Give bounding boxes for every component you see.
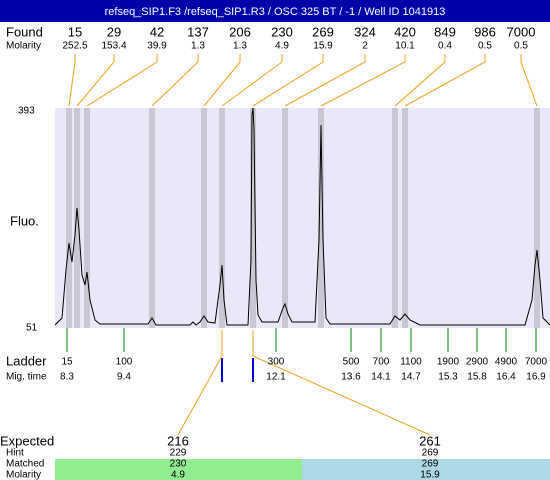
peak-size: 849 (434, 24, 456, 39)
ladder-time: 12.1 (266, 372, 286, 383)
expected-link (252, 330, 431, 436)
ladder-time: 16.9 (526, 372, 546, 383)
molarity-label: Molarity (6, 41, 41, 52)
ladder-label: Ladder (6, 353, 47, 368)
expected-row-label: Molarity (6, 470, 41, 480)
ladder-time: 16.4 (496, 372, 516, 383)
ladder-time: 9.4 (117, 372, 131, 383)
peak-link (76, 54, 115, 107)
peak-molarity: 39.9 (147, 41, 167, 52)
ladder-time: 13.6 (341, 372, 361, 383)
peak-molarity: 1.3 (191, 41, 205, 52)
peak-band (318, 108, 324, 328)
ladder-size: 300 (268, 357, 285, 368)
peak-molarity: 0.5 (478, 41, 492, 52)
found-label: Found (6, 24, 43, 39)
expected-row-label: Expected (0, 433, 54, 448)
expected-expected: 216 (167, 433, 189, 448)
peak-link (203, 54, 241, 107)
expected-expected: 261 (419, 433, 441, 448)
peak-link (394, 54, 446, 107)
ladder-size: 1100 (400, 357, 422, 368)
ladder-size: 1900 (437, 357, 460, 368)
peak-size: 269 (312, 24, 334, 39)
peak-size: 42 (150, 24, 164, 39)
expected-row-label: Hint (6, 448, 24, 459)
peak-link (151, 54, 199, 107)
peak-size: 15 (68, 24, 82, 39)
peak-band (392, 108, 398, 328)
peak-link (520, 54, 538, 107)
trace (54, 107, 550, 326)
peak-molarity: 4.9 (275, 41, 289, 52)
y-min: 51 (26, 323, 38, 334)
peak-size: 986 (474, 24, 496, 39)
peak-size: 230 (271, 24, 293, 39)
ladder-time: 15.8 (467, 372, 487, 383)
peak-size: 7000 (507, 24, 536, 39)
title-bar (0, 0, 550, 22)
title: refseq_SIP1.F3 /refseq_SIP1.R3 / OSC 325… (105, 6, 446, 18)
peak-molarity: 252.5 (62, 41, 87, 52)
peak-size: 420 (394, 24, 416, 39)
expected-molarity: 15.9 (420, 470, 440, 480)
matched-band (55, 459, 302, 480)
expected-matched: 269 (422, 459, 439, 470)
expected-molarity: 4.9 (171, 470, 185, 480)
ladder-size: 2900 (466, 357, 489, 368)
ladder-size: 4900 (495, 357, 518, 368)
peak-link (320, 54, 406, 107)
peak-band (402, 108, 408, 328)
ladder-time: 14.1 (371, 372, 391, 383)
expected-row-label: Matched (6, 459, 44, 470)
peak-band (534, 108, 540, 328)
peak-molarity: 0.4 (438, 41, 452, 52)
expected-matched: 230 (170, 459, 187, 470)
peak-molarity: 0.5 (514, 41, 528, 52)
peak-band (219, 108, 225, 328)
peak-band (250, 108, 256, 328)
y-label: Fluo. (10, 213, 39, 228)
expected-link (177, 330, 223, 436)
expected-hint: 229 (170, 448, 187, 459)
peak-size: 137 (187, 24, 209, 39)
expected-hint: 269 (422, 448, 439, 459)
peak-link (221, 54, 283, 107)
ladder-size: 7000 (525, 357, 548, 368)
ladder-size: 500 (343, 357, 360, 368)
peak-band (149, 108, 155, 328)
peak-size: 324 (354, 24, 376, 39)
peak-molarity: 2 (362, 41, 368, 52)
peak-band (282, 108, 288, 328)
ladder-time: 15.3 (438, 372, 458, 383)
peak-molarity: 15.9 (313, 41, 333, 52)
peak-link (68, 54, 76, 107)
peak-link (86, 54, 158, 107)
peak-molarity: 153.4 (101, 41, 126, 52)
peak-band (74, 108, 80, 328)
ladder-size: 15 (61, 357, 73, 368)
matched-band (302, 459, 550, 480)
peak-band (84, 108, 90, 328)
ladder-time: 14.7 (401, 372, 421, 383)
peak-link (252, 54, 324, 107)
ladder-time: 8.3 (60, 372, 74, 383)
y-max: 393 (18, 106, 35, 117)
plot-area (55, 108, 550, 328)
peak-size: 29 (107, 24, 121, 39)
peak-molarity: 10.1 (395, 41, 415, 52)
peak-link (284, 54, 366, 107)
peak-band (201, 108, 207, 328)
peak-band (66, 108, 72, 328)
mig-time-label: Mig. time (6, 372, 47, 383)
ladder-size: 100 (116, 357, 133, 368)
peak-link (404, 54, 486, 107)
peak-molarity: 1.3 (233, 41, 247, 52)
ladder-size: 700 (373, 357, 390, 368)
peak-size: 206 (229, 24, 251, 39)
